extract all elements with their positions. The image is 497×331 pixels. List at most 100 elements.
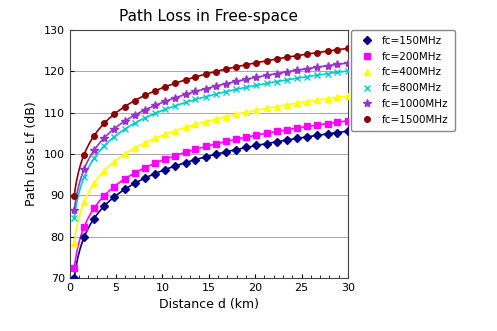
fc=1000MHz [142, 108, 148, 112]
fc=400MHz [172, 129, 178, 133]
fc=1000MHz [334, 62, 340, 66]
fc=1000MHz [325, 64, 331, 68]
fc=200MHz [203, 144, 209, 148]
fc=1500MHz [334, 48, 340, 52]
fc=400MHz [81, 200, 87, 204]
fc=1500MHz [223, 67, 229, 71]
fc=400MHz [101, 168, 107, 172]
fc=400MHz [325, 97, 331, 101]
fc=800MHz [304, 75, 310, 79]
fc=1000MHz [264, 73, 270, 77]
fc=800MHz [294, 76, 300, 80]
fc=400MHz [264, 106, 270, 110]
fc=150MHz [334, 130, 340, 134]
fc=200MHz [223, 139, 229, 143]
fc=1500MHz [314, 51, 320, 55]
fc=1500MHz [122, 105, 128, 109]
fc=1500MHz [71, 194, 77, 198]
fc=150MHz [244, 145, 249, 149]
Y-axis label: Path Loss Lf (dB): Path Loss Lf (dB) [25, 102, 38, 206]
fc=1000MHz [182, 92, 188, 96]
fc=1500MHz [152, 89, 158, 93]
fc=1000MHz [203, 87, 209, 91]
fc=800MHz [91, 157, 97, 161]
fc=200MHz [101, 194, 107, 198]
fc=1000MHz [314, 65, 320, 69]
fc=1500MHz [264, 59, 270, 63]
fc=200MHz [244, 135, 249, 139]
fc=800MHz [71, 216, 77, 220]
fc=150MHz [203, 155, 209, 159]
fc=150MHz [111, 195, 117, 199]
fc=1500MHz [253, 61, 259, 65]
fc=800MHz [345, 69, 351, 73]
fc=200MHz [314, 123, 320, 127]
Line: fc=1500MHz: fc=1500MHz [72, 46, 351, 198]
fc=200MHz [274, 129, 280, 133]
fc=1500MHz [304, 52, 310, 56]
fc=400MHz [274, 105, 280, 109]
fc=800MHz [284, 78, 290, 82]
fc=800MHz [325, 72, 331, 76]
fc=1000MHz [152, 104, 158, 108]
fc=200MHz [172, 154, 178, 158]
fc=1500MHz [163, 85, 168, 89]
fc=200MHz [334, 120, 340, 124]
fc=200MHz [132, 171, 138, 175]
fc=150MHz [152, 172, 158, 176]
fc=400MHz [304, 100, 310, 104]
fc=1000MHz [122, 119, 128, 123]
fc=1000MHz [132, 113, 138, 117]
fc=200MHz [111, 185, 117, 189]
fc=150MHz [91, 217, 97, 221]
fc=1000MHz [91, 149, 97, 153]
fc=400MHz [223, 115, 229, 118]
fc=800MHz [314, 73, 320, 77]
X-axis label: Distance d (km): Distance d (km) [159, 299, 259, 311]
fc=800MHz [334, 71, 340, 74]
fc=400MHz [253, 108, 259, 112]
fc=150MHz [213, 152, 219, 156]
fc=1000MHz [244, 77, 249, 81]
fc=800MHz [132, 121, 138, 125]
fc=1000MHz [345, 61, 351, 65]
fc=150MHz [304, 135, 310, 139]
fc=150MHz [274, 140, 280, 144]
fc=800MHz [172, 104, 178, 108]
fc=800MHz [203, 95, 209, 99]
fc=800MHz [142, 116, 148, 120]
fc=1000MHz [284, 70, 290, 74]
fc=150MHz [264, 142, 270, 146]
fc=400MHz [284, 103, 290, 107]
fc=400MHz [244, 110, 249, 114]
fc=1000MHz [192, 89, 198, 93]
fc=800MHz [233, 87, 239, 91]
fc=150MHz [182, 161, 188, 165]
fc=1500MHz [233, 65, 239, 69]
fc=800MHz [163, 107, 168, 111]
fc=150MHz [192, 158, 198, 162]
Line: fc=400MHz: fc=400MHz [72, 93, 351, 246]
fc=1000MHz [172, 96, 178, 100]
fc=1500MHz [203, 72, 209, 76]
fc=1000MHz [274, 71, 280, 75]
fc=1500MHz [284, 55, 290, 59]
fc=400MHz [294, 101, 300, 105]
fc=150MHz [253, 144, 259, 148]
fc=1000MHz [111, 127, 117, 131]
fc=400MHz [111, 160, 117, 164]
fc=150MHz [101, 204, 107, 208]
fc=800MHz [253, 83, 259, 87]
fc=1500MHz [142, 93, 148, 97]
fc=1500MHz [81, 153, 87, 157]
fc=1000MHz [101, 136, 107, 140]
fc=150MHz [294, 136, 300, 140]
fc=1500MHz [132, 99, 138, 103]
fc=1000MHz [213, 84, 219, 88]
fc=400MHz [91, 181, 97, 185]
Line: fc=200MHz: fc=200MHz [72, 118, 351, 271]
fc=1000MHz [233, 79, 239, 83]
fc=400MHz [122, 152, 128, 156]
fc=800MHz [274, 80, 280, 84]
fc=1500MHz [182, 78, 188, 82]
